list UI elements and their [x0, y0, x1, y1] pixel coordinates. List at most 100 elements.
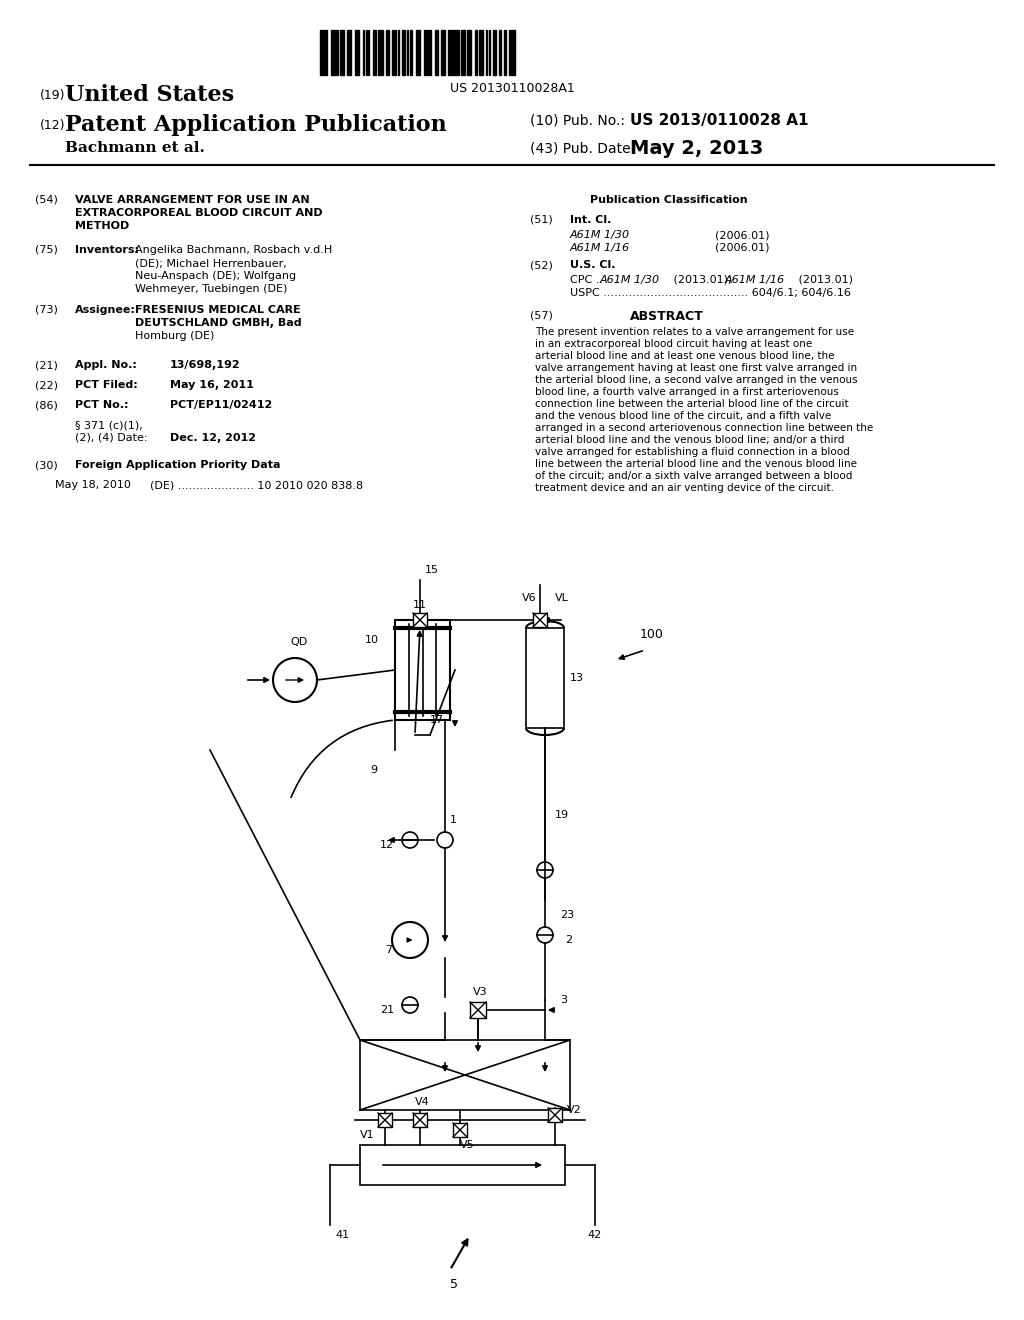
Text: (75): (75): [35, 246, 58, 255]
Bar: [493, 30, 496, 75]
Bar: [424, 30, 427, 75]
Text: 13: 13: [570, 673, 584, 682]
Text: (10) Pub. No.:: (10) Pub. No.:: [530, 114, 625, 127]
Bar: [325, 30, 327, 75]
Text: 23: 23: [560, 909, 574, 920]
Bar: [504, 30, 506, 75]
Text: (21): (21): [35, 360, 58, 370]
Text: (51): (51): [530, 215, 553, 224]
Text: PCT/EP11/02412: PCT/EP11/02412: [170, 400, 272, 411]
Text: US 20130110028A1: US 20130110028A1: [450, 82, 574, 95]
Text: Assignee:: Assignee:: [75, 305, 136, 315]
Text: blood line, a fourth valve arranged in a first arteriovenous: blood line, a fourth valve arranged in a…: [535, 387, 839, 397]
Text: 11: 11: [413, 601, 427, 610]
Bar: [453, 1123, 467, 1137]
Text: and the venous blood line of the circuit, and a fifth valve: and the venous blood line of the circuit…: [535, 411, 831, 421]
Text: arterial blood line and at least one venous blood line, the: arterial blood line and at least one ven…: [535, 351, 835, 360]
Text: 1: 1: [450, 814, 457, 825]
Text: US 2013/0110028 A1: US 2013/0110028 A1: [630, 112, 809, 128]
Text: EXTRACORPOREAL BLOOD CIRCUIT AND: EXTRACORPOREAL BLOOD CIRCUIT AND: [75, 209, 323, 218]
Bar: [416, 30, 420, 75]
Text: (12): (12): [40, 119, 66, 132]
Bar: [373, 30, 376, 75]
Text: V2: V2: [567, 1105, 582, 1115]
Text: 21: 21: [380, 1005, 394, 1015]
Text: Neu-Anspach (DE); Wolfgang: Neu-Anspach (DE); Wolfgang: [135, 271, 296, 281]
Text: line between the arterial blood line and the venous blood line: line between the arterial blood line and…: [535, 459, 857, 469]
Bar: [386, 30, 389, 75]
Text: May 2, 2013: May 2, 2013: [630, 139, 763, 157]
Bar: [331, 30, 335, 75]
Text: treatment device and an air venting device of the circuit.: treatment device and an air venting devi…: [535, 483, 834, 492]
Text: 10: 10: [365, 635, 379, 645]
Text: ABSTRACT: ABSTRACT: [630, 310, 703, 323]
Text: 41: 41: [335, 1230, 349, 1239]
Text: A61M 1/16: A61M 1/16: [570, 243, 630, 253]
Text: V6: V6: [522, 593, 537, 603]
Text: U.S. Cl.: U.S. Cl.: [570, 260, 615, 271]
Text: FRESENIUS MEDICAL CARE: FRESENIUS MEDICAL CARE: [135, 305, 301, 315]
Bar: [340, 30, 344, 75]
Text: 2: 2: [565, 935, 572, 945]
Bar: [355, 30, 359, 75]
Text: 100: 100: [640, 628, 664, 642]
Bar: [453, 30, 457, 75]
Text: the arterial blood line, a second valve arranged in the venous: the arterial blood line, a second valve …: [535, 375, 858, 385]
Text: (DE); Michael Herrenbauer,: (DE); Michael Herrenbauer,: [135, 257, 287, 268]
Text: Appl. No.:: Appl. No.:: [75, 360, 137, 370]
Bar: [413, 1113, 427, 1127]
Bar: [347, 30, 351, 75]
Bar: [479, 30, 483, 75]
Text: valve arrangement having at least one first valve arranged in: valve arrangement having at least one fi…: [535, 363, 857, 374]
Text: arranged in a second arteriovenous connection line between the: arranged in a second arteriovenous conne…: [535, 422, 873, 433]
Text: (30): (30): [35, 459, 57, 470]
Text: § 371 (c)(1),: § 371 (c)(1),: [75, 420, 142, 430]
Text: 15: 15: [425, 565, 439, 576]
Text: (86): (86): [35, 400, 58, 411]
Text: USPC ........................................ 604/6.1; 604/6.16: USPC ...................................…: [570, 288, 851, 298]
Text: V5: V5: [460, 1140, 475, 1150]
Text: The present invention relates to a valve arrangement for use: The present invention relates to a valve…: [535, 327, 854, 337]
Text: (52): (52): [530, 260, 553, 271]
Bar: [360, 1144, 565, 1185]
Text: 7: 7: [385, 945, 392, 954]
Bar: [441, 30, 445, 75]
Text: PCT No.:: PCT No.:: [75, 400, 128, 411]
Bar: [449, 30, 452, 75]
Bar: [499, 30, 501, 75]
Text: Int. Cl.: Int. Cl.: [570, 215, 611, 224]
Text: V3: V3: [473, 987, 487, 997]
Bar: [470, 1002, 486, 1018]
Text: 5: 5: [450, 1279, 458, 1291]
Bar: [394, 30, 396, 75]
Text: VL: VL: [555, 593, 569, 603]
Text: 12: 12: [380, 840, 394, 850]
Text: arterial blood line and the venous blood line; and/or a third: arterial blood line and the venous blood…: [535, 436, 845, 445]
Text: 3: 3: [560, 995, 567, 1005]
Bar: [475, 30, 477, 75]
Text: A61M 1/30: A61M 1/30: [600, 275, 660, 285]
Text: V1: V1: [360, 1130, 375, 1140]
Text: 19: 19: [555, 810, 569, 820]
Text: (DE) ..................... 10 2010 020 838.8: (DE) ..................... 10 2010 020 8…: [150, 480, 364, 490]
Text: (2013.01);: (2013.01);: [670, 275, 735, 285]
Text: V4: V4: [415, 1097, 430, 1107]
Text: connection line between the arterial blood line of the circuit: connection line between the arterial blo…: [535, 399, 849, 409]
Text: May 18, 2010: May 18, 2010: [55, 480, 131, 490]
Text: (22): (22): [35, 380, 58, 389]
Text: Bachmann et al.: Bachmann et al.: [65, 141, 205, 154]
Text: (2006.01): (2006.01): [715, 230, 769, 240]
Bar: [461, 30, 465, 75]
Bar: [534, 612, 547, 627]
Text: Angelika Bachmann, Rosbach v.d.H: Angelika Bachmann, Rosbach v.d.H: [135, 246, 332, 255]
Text: VALVE ARRANGEMENT FOR USE IN AN: VALVE ARRANGEMENT FOR USE IN AN: [75, 195, 309, 205]
Text: Inventors:: Inventors:: [75, 246, 139, 255]
Bar: [395, 620, 450, 719]
Text: A61M 1/30: A61M 1/30: [570, 230, 630, 240]
Bar: [378, 1113, 392, 1127]
Text: (19): (19): [40, 88, 66, 102]
Bar: [435, 30, 438, 75]
Text: (54): (54): [35, 195, 58, 205]
Bar: [402, 30, 406, 75]
Bar: [511, 30, 515, 75]
